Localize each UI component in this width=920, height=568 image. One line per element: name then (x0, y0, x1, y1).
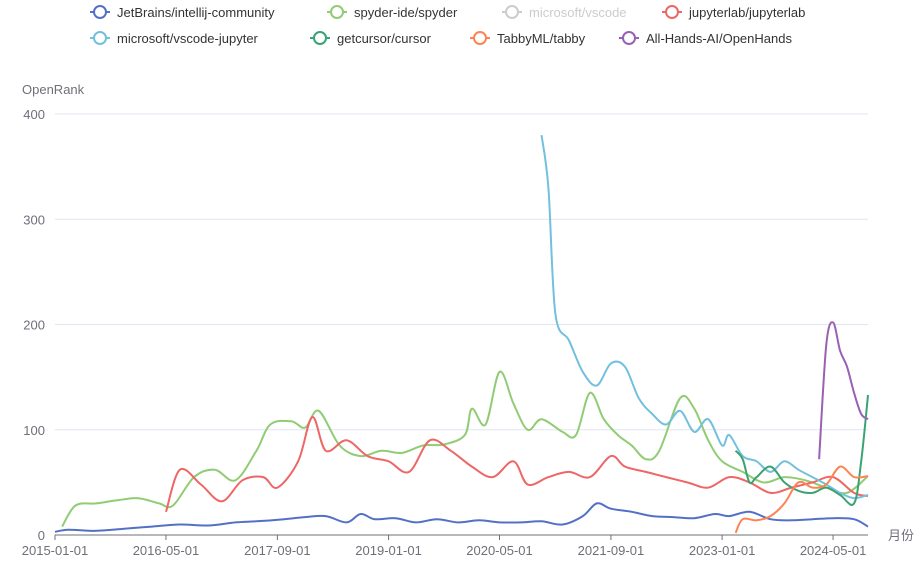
legend-marker-icon (622, 31, 636, 45)
legend-item-spyder-ide-spyder[interactable]: spyder-ide/spyder (327, 5, 458, 20)
x-tick-label: 2020-05-01 (466, 543, 533, 558)
legend-item-jupyterlab-jupyterlab[interactable]: jupyterlab/jupyterlab (662, 5, 805, 20)
grid (55, 113, 868, 431)
x-axis: 2015-01-01 2016-05-01 2017-09-01 2019-01-01… (22, 534, 868, 558)
x-tick-label: 2016-05-01 (133, 543, 200, 558)
x-tick-label: 2019-01-01 (355, 543, 422, 558)
series-line-spyder-ide-spyder (61, 370, 869, 528)
legend-label: microsoft/vscode-jupyter (117, 31, 259, 46)
x-tick-label: 2015-01-01 (22, 543, 89, 558)
x-tick-label: 2021-09-01 (578, 543, 645, 558)
x-tick-label: 2023-01-01 (689, 543, 756, 558)
x-tick-label: 2024-05-01 (800, 543, 867, 558)
legend-item-getcursor-cursor[interactable]: getcursor/cursor (310, 31, 432, 46)
y-tick-label: 400 (23, 107, 45, 122)
legend: JetBrains/intellij-community spyder-ide/s… (90, 5, 805, 46)
x-axis-label: 月份 (888, 528, 914, 543)
series-lines (54, 134, 869, 534)
legend-label: jupyterlab/jupyterlab (688, 5, 805, 20)
x-tick-label: 2017-09-01 (244, 543, 311, 558)
series-line-jupyterlab-jupyterlab (165, 416, 869, 513)
legend-marker-icon (665, 5, 679, 19)
legend-label: TabbyML/tabby (497, 31, 586, 46)
series-line-all-hands-ai-openhands (818, 321, 869, 460)
legend-label: getcursor/cursor (337, 31, 432, 46)
y-tick-label: 300 (23, 212, 45, 227)
legend-item-tabbyml-tabby[interactable]: TabbyML/tabby (470, 31, 586, 46)
legend-item-microsoft-vscode[interactable]: microsoft/vscode (502, 5, 627, 20)
series-line-tabbyml-tabby (734, 465, 869, 534)
legend-label: spyder-ide/spyder (354, 5, 458, 20)
legend-item-microsoft-vscode-jupyter[interactable]: microsoft/vscode-jupyter (90, 31, 259, 46)
y-ticks: 0 100 200 300 400 (23, 107, 45, 543)
legend-label: microsoft/vscode (529, 5, 627, 20)
series-line-jetbrains-intellij-community (54, 502, 869, 533)
legend-marker-icon (93, 5, 107, 19)
legend-marker-icon (330, 5, 344, 19)
series-line-getcursor-cursor (734, 394, 869, 506)
legend-label: All-Hands-AI/OpenHands (646, 31, 792, 46)
legend-marker-icon (473, 31, 487, 45)
legend-marker-icon (505, 5, 519, 19)
y-tick-label: 200 (23, 318, 45, 333)
legend-marker-icon (313, 31, 327, 45)
legend-label: JetBrains/intellij-community (117, 5, 275, 20)
legend-item-all-hands-ai-openhands[interactable]: All-Hands-AI/OpenHands (619, 31, 792, 46)
y-tick-label: 100 (23, 423, 45, 438)
y-axis-label: OpenRank (22, 82, 85, 97)
series-line-microsoft-vscode-jupyter (540, 134, 869, 500)
y-tick-label: 0 (38, 528, 45, 543)
legend-marker-icon (93, 31, 107, 45)
legend-item-jetbrains-intellij-community[interactable]: JetBrains/intellij-community (90, 5, 275, 20)
